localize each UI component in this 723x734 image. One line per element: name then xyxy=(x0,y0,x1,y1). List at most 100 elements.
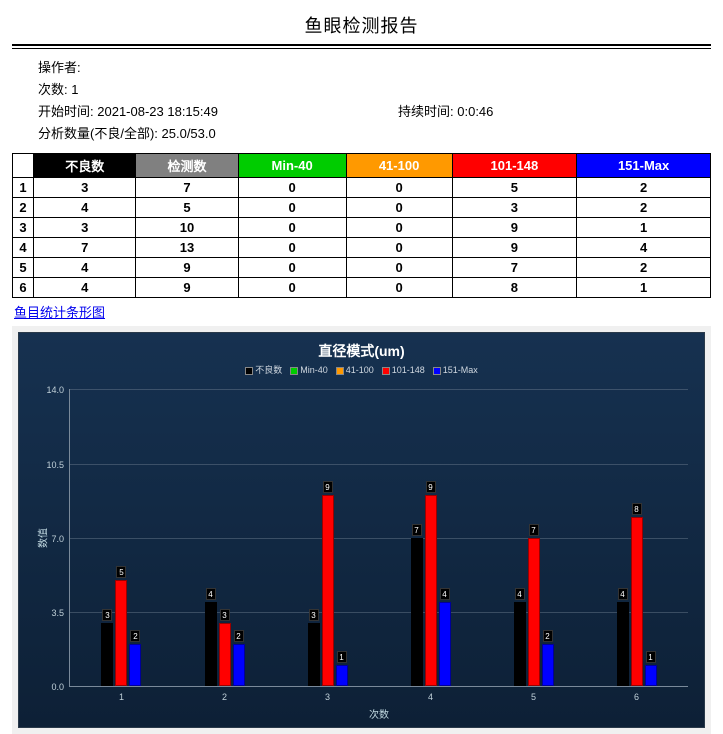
bar-value-label: 2 xyxy=(543,630,553,642)
table-header-cell xyxy=(13,154,34,178)
bar: 8 xyxy=(631,517,643,687)
table-cell: 3 xyxy=(34,178,136,198)
y-tick-label: 10.5 xyxy=(46,460,70,470)
table-header-cell: 不良数 xyxy=(34,154,136,178)
bar: 5 xyxy=(115,580,127,686)
y-tick-label: 14.0 xyxy=(46,385,70,395)
table-row: 47130094 xyxy=(13,238,711,258)
bar-value-label: 2 xyxy=(234,630,244,642)
bar: 7 xyxy=(411,538,423,687)
table-cell: 2 xyxy=(577,198,711,218)
table-cell: 9 xyxy=(452,218,577,238)
table-row: 6490081 xyxy=(13,278,711,298)
table-cell: 4 xyxy=(34,258,136,278)
chart-plot-area: 数值 次数 0.03.57.010.514.013522432339147945… xyxy=(69,389,688,687)
x-tick-label: 3 xyxy=(325,686,330,702)
bar-value-label: 3 xyxy=(309,609,319,621)
table-cell: 1 xyxy=(577,278,711,298)
x-tick-label: 5 xyxy=(531,686,536,702)
table-cell: 0 xyxy=(238,278,346,298)
grid-line: 14.0 xyxy=(70,389,688,390)
bar-value-label: 4 xyxy=(515,588,525,600)
table-row: 33100091 xyxy=(13,218,711,238)
y-tick-label: 0.0 xyxy=(51,682,70,692)
bar: 1 xyxy=(336,665,348,686)
bar: 1 xyxy=(645,665,657,686)
table-header-row: 不良数检测数Min-4041-100101-148151-Max xyxy=(13,154,711,178)
table-cell: 0 xyxy=(238,238,346,258)
table-cell: 0 xyxy=(346,278,452,298)
chart-legend: 不良数 Min-40 41-100 101-148 151-Max xyxy=(19,363,704,376)
table-row: 5490072 xyxy=(13,258,711,278)
table-cell: 5 xyxy=(13,258,34,278)
bar: 4 xyxy=(439,602,451,687)
bar-value-label: 2 xyxy=(130,630,140,642)
analysis-label: 分析数量(不良/全部): xyxy=(38,126,158,141)
y-axis-title: 数值 xyxy=(35,528,50,548)
grid-line: 10.5 xyxy=(70,464,688,465)
title-rule-thick xyxy=(12,44,711,46)
legend-item: Min-40 xyxy=(290,365,328,375)
table-cell: 9 xyxy=(136,258,238,278)
bar-value-label: 3 xyxy=(102,609,112,621)
legend-swatch xyxy=(290,367,298,375)
operator-label: 操作者: xyxy=(38,60,81,75)
chart-link[interactable]: 鱼目统计条形图 xyxy=(12,302,105,321)
legend-item: 101-148 xyxy=(382,365,425,375)
table-cell: 4 xyxy=(577,238,711,258)
table-cell: 0 xyxy=(346,218,452,238)
legend-item: 41-100 xyxy=(336,365,374,375)
bar-value-label: 9 xyxy=(323,481,333,493)
table-cell: 4 xyxy=(13,238,34,258)
bar-group: 3 9 1 xyxy=(308,389,348,686)
bar-value-label: 3 xyxy=(220,609,230,621)
data-table: 不良数检测数Min-4041-100101-148151-Max 1370052… xyxy=(12,153,711,298)
bar: 2 xyxy=(233,644,245,686)
bar: 2 xyxy=(129,644,141,686)
analysis-value: 25.0/53.0 xyxy=(162,126,216,141)
duration-label: 持续时间: xyxy=(398,104,454,119)
table-cell: 2 xyxy=(577,258,711,278)
bar-value-label: 7 xyxy=(412,524,422,536)
x-axis-title: 次数 xyxy=(369,706,389,721)
x-tick-label: 2 xyxy=(222,686,227,702)
grid-line: 3.5 xyxy=(70,612,688,613)
bar: 4 xyxy=(514,602,526,687)
table-cell: 5 xyxy=(452,178,577,198)
bar: 2 xyxy=(542,644,554,686)
bar: 3 xyxy=(308,623,320,687)
table-cell: 9 xyxy=(452,238,577,258)
table-row: 1370052 xyxy=(13,178,711,198)
table-cell: 2 xyxy=(13,198,34,218)
report-title: 鱼眼检测报告 xyxy=(12,8,711,44)
bar: 3 xyxy=(101,623,113,687)
count-value: 1 xyxy=(71,82,78,97)
table-cell: 10 xyxy=(136,218,238,238)
table-cell: 2 xyxy=(577,178,711,198)
x-tick-label: 4 xyxy=(428,686,433,702)
bar-value-label: 4 xyxy=(618,588,628,600)
bar-value-label: 1 xyxy=(646,651,656,663)
bar-chart: 直径模式(um) 不良数Min-4041-100101-148151-Max 数… xyxy=(18,332,705,728)
legend-item: 不良数 xyxy=(245,365,282,375)
table-cell: 6 xyxy=(13,278,34,298)
bar-group: 352 xyxy=(101,389,141,686)
table-cell: 1 xyxy=(577,218,711,238)
meta-block: 操作者: 次数: 1 开始时间: 2021-08-23 18:15:49 持续时… xyxy=(12,49,711,153)
table-header-cell: 101-148 xyxy=(452,154,577,178)
bar-group: 7 9 4 xyxy=(411,389,451,686)
bar: 4 xyxy=(205,602,217,687)
count-label: 次数: xyxy=(38,82,68,97)
table-cell: 0 xyxy=(238,178,346,198)
table-cell: 0 xyxy=(346,198,452,218)
legend-item: 151-Max xyxy=(433,365,478,375)
bar-value-label: 7 xyxy=(529,524,539,536)
bar-value-label: 4 xyxy=(440,588,450,600)
bar: 7 xyxy=(528,538,540,687)
chart-container: 直径模式(um) 不良数Min-4041-100101-148151-Max 数… xyxy=(12,326,711,734)
x-tick-label: 1 xyxy=(119,686,124,702)
bar-group: 472 xyxy=(514,389,554,686)
table-cell: 4 xyxy=(34,278,136,298)
bar-value-label: 9 xyxy=(426,481,436,493)
table-cell: 0 xyxy=(238,198,346,218)
